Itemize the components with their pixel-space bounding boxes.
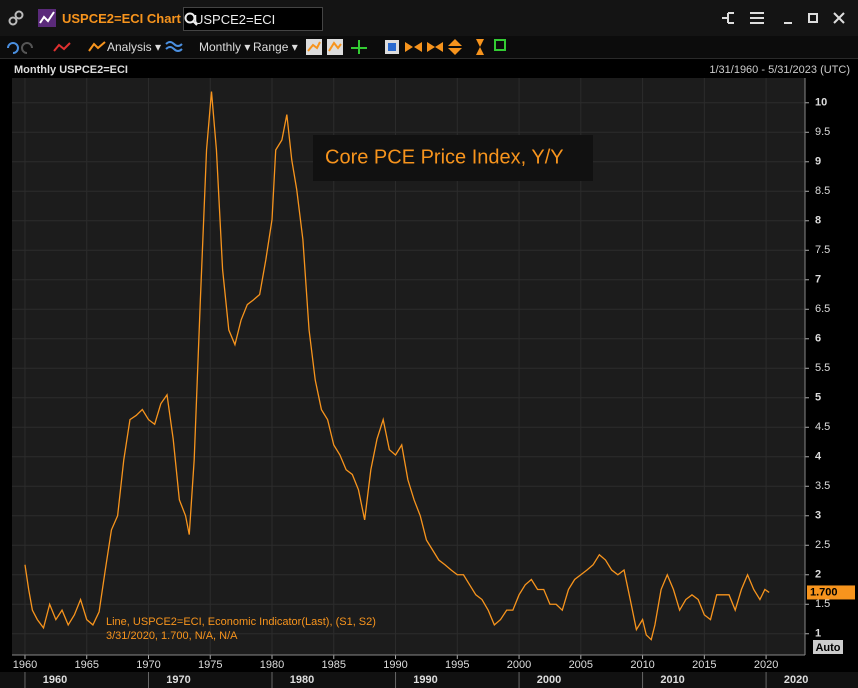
x-tick-label: 2020	[754, 659, 778, 671]
decade-band	[0, 672, 858, 688]
y-tick-label: 9	[815, 156, 821, 168]
y-tick-label: 10	[815, 97, 827, 109]
y-tick-label: 3.5	[815, 480, 830, 492]
x-tick-label: 2005	[569, 659, 593, 671]
y-tick-label: 9.5	[815, 126, 830, 138]
wave-icon[interactable]	[165, 39, 183, 55]
link-icon[interactable]	[8, 10, 24, 26]
y-tick-label: 8	[815, 215, 821, 227]
x-tick-label: 2000	[507, 659, 531, 671]
y-tick-label: 3	[815, 510, 821, 522]
x-tick-label: 1980	[260, 659, 284, 671]
x-tick-label: 1990	[383, 659, 407, 671]
chart-icon	[38, 9, 56, 27]
date-range: 1/31/1960 - 5/31/2023 (UTC)	[709, 64, 850, 76]
y-tick-label: 2	[815, 569, 821, 581]
y-tick-label: 2.5	[815, 539, 830, 551]
decade-label: 1960	[43, 674, 67, 686]
legend-line-2: 3/31/2020, 1.700, N/A, N/A	[106, 630, 238, 642]
auto-button[interactable]	[813, 640, 843, 654]
decade-label: 2010	[660, 674, 684, 686]
decade-label: 1970	[166, 674, 190, 686]
search-icon[interactable]	[184, 12, 198, 26]
range-menu[interactable]: Range ▾	[253, 40, 298, 54]
last-value-tag	[807, 585, 855, 600]
toolbar: Analysis ▾ Monthly ▾ Range ▾	[0, 36, 858, 59]
period-menu[interactable]: Monthly ▾	[199, 40, 251, 54]
x-tick-label: 1965	[74, 659, 98, 671]
y-tick-label: 7.5	[815, 244, 830, 256]
decade-label: 1990	[413, 674, 437, 686]
analysis-icon[interactable]	[88, 39, 106, 55]
annotation: Core PCE Price Index, Y/Y	[325, 146, 564, 168]
x-tick-label: 2010	[630, 659, 654, 671]
y-tick-label: 4	[815, 451, 822, 463]
y-tick-label: 5	[815, 392, 821, 404]
x-tick-label: 2015	[692, 659, 716, 671]
annotation-box	[313, 135, 593, 181]
y-tick-label: 1	[815, 628, 821, 640]
tool-icons[interactable]	[305, 38, 535, 56]
y-tick-label: 6	[815, 333, 821, 345]
x-tick-label: 1960	[13, 659, 37, 671]
line-series	[24, 91, 770, 641]
window-controls[interactable]	[720, 10, 850, 26]
x-tick-label: 1975	[198, 659, 222, 671]
y-tick-label: 6.5	[815, 303, 830, 315]
decade-label: 2000	[537, 674, 561, 686]
decade-label: 2020	[784, 674, 808, 686]
analysis-menu[interactable]: Analysis ▾	[107, 40, 162, 54]
y-tick-label: 7	[815, 274, 821, 286]
toolbar-icons[interactable]	[4, 39, 88, 55]
search-box[interactable]: USPCE2=ECI	[183, 7, 323, 31]
chart-title: Monthly USPCE2=ECI	[14, 64, 128, 76]
y-tick-label: 1.5	[815, 598, 830, 610]
legend-line-1: Line, USPCE2=ECI, Economic Indicator(Las…	[106, 616, 376, 628]
x-tick-label: 1985	[322, 659, 346, 671]
window-title: USPCE2=ECI Chart	[62, 11, 181, 26]
y-tick-label: 4.5	[815, 421, 830, 433]
search-text[interactable]: USPCE2=ECI	[194, 12, 276, 27]
chart: Monthly USPCE2=ECI 1/31/1960 - 5/31/2023…	[0, 60, 858, 688]
last-value-label: 1.700	[810, 586, 838, 598]
x-tick-label: 1995	[445, 659, 469, 671]
x-tick-label: 1970	[136, 659, 160, 671]
y-tick-label: 8.5	[815, 185, 830, 197]
decade-label: 1980	[290, 674, 314, 686]
title-bar: USPCE2=ECI Chart USPCE2=ECI	[0, 0, 858, 37]
auto-label[interactable]: Auto	[815, 642, 840, 654]
y-tick-label: 5.5	[815, 362, 830, 374]
